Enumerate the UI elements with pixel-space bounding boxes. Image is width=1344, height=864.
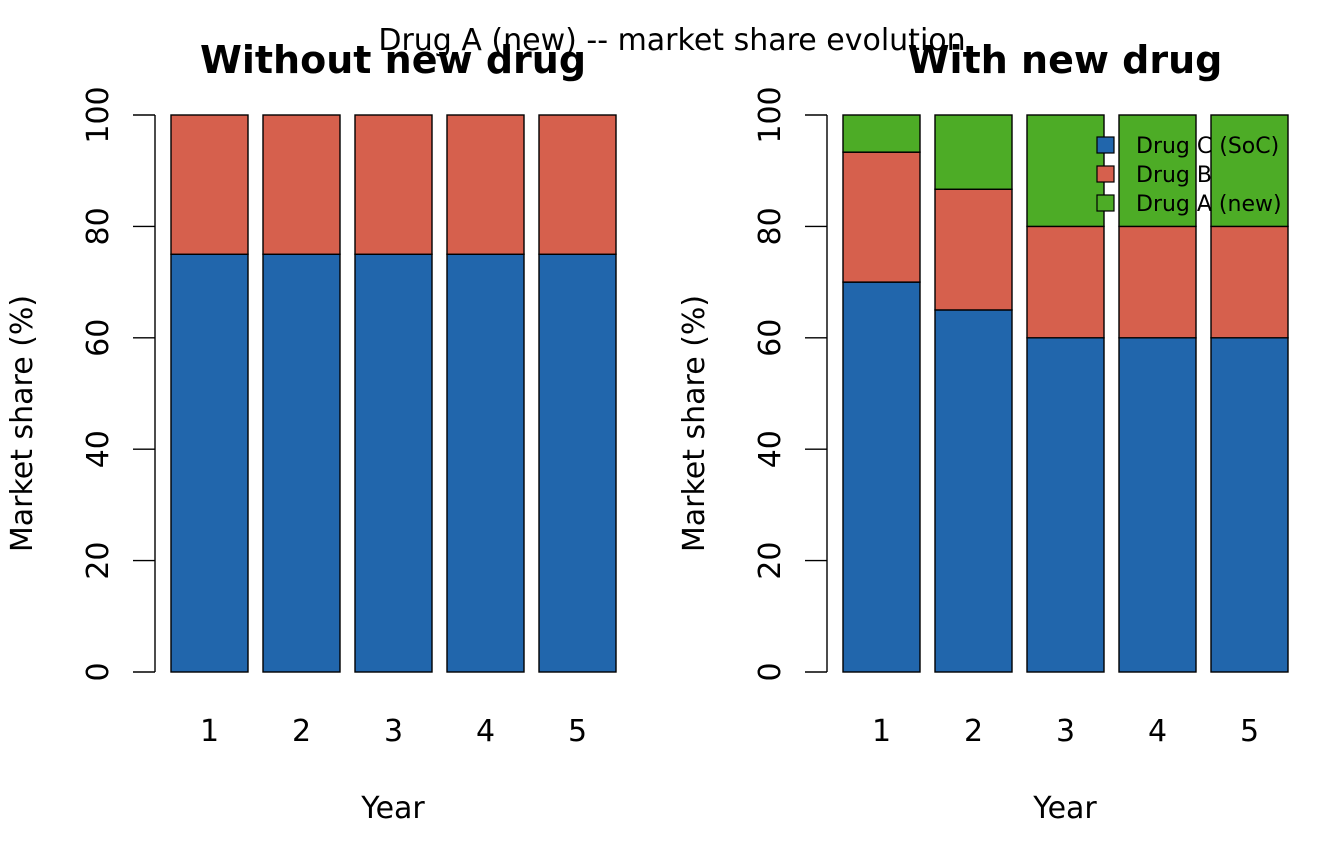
bar-drug-b-year-1 [842,151,921,283]
legend-swatch-drug-c [1096,136,1115,154]
bar-drug-b-year-3 [1026,225,1105,339]
bar-drug-a-year-4 [1118,114,1197,228]
bar-drug-b-year-5 [1210,225,1289,339]
bar-drug-c-year-5 [1210,337,1289,673]
legend-label-drug-c: Drug C (SoC) [1136,134,1279,159]
bar-drug-c-year-2 [262,253,341,673]
bar-drug-c-year-2 [934,309,1013,673]
y-axis-label: Market share (%) [5,295,40,552]
y-tick-label: 60 [81,319,116,357]
x-tick-label: 2 [964,714,983,749]
bar-drug-a-year-5 [1210,114,1289,228]
y-axis-label: Market share (%) [677,295,712,552]
bar-drug-c-year-4 [1118,337,1197,673]
y-tick-label: 40 [753,430,788,468]
bar-drug-a-year-1 [842,114,921,153]
legend-swatch-drug-b [1096,165,1115,183]
bar-drug-c-year-4 [446,253,525,673]
panel-without-new-drug: Without new drug 1 2 3 4 5 0 20 40 60 80 100 Market … [5,38,617,826]
x-tick-label: 4 [476,714,495,749]
bar-drug-b-year-4 [1118,225,1197,339]
panel-title: With new drug [908,38,1223,82]
bar-drug-b-year-1 [170,114,249,255]
legend: Drug C (SoC) Drug B Drug A (new) [1096,134,1282,217]
legend-swatch-drug-a [1096,194,1115,212]
x-axis-label: Year [360,791,425,826]
bar-drug-c-year-3 [354,253,433,673]
bar-drug-a-year-3 [1026,114,1105,228]
legend-label-drug-a: Drug A (new) [1136,192,1282,217]
y-tick-label: 80 [753,207,788,245]
x-tick-label: 3 [384,714,403,749]
bar-drug-c-year-5 [538,253,617,673]
y-tick-label: 0 [81,662,116,681]
x-tick-label: 2 [292,714,311,749]
bar-drug-b-year-5 [538,114,617,255]
bar-drug-b-year-3 [354,114,433,255]
bar-drug-b-year-4 [446,114,525,255]
legend-label-drug-b: Drug B [1136,163,1212,188]
y-tick-label: 100 [753,86,788,143]
x-axis-label: Year [1032,791,1097,826]
y-tick-label: 40 [81,430,116,468]
bar-drug-b-year-2 [934,188,1013,311]
bar-drug-c-year-3 [1026,337,1105,673]
figure-suptitle: Drug A (new) -- market share evolution [378,23,965,58]
y-tick-label: 60 [753,319,788,357]
x-tick-label: 5 [568,714,587,749]
bar-drug-a-year-2 [934,114,1013,190]
y-tick-label: 20 [81,542,116,580]
x-tick-label: 3 [1056,714,1075,749]
y-tick-label: 0 [753,662,788,681]
x-tick-label: 4 [1148,714,1167,749]
panel-title: Without new drug [200,38,586,82]
bar-drug-b-year-2 [262,114,341,255]
y-tick-label: 20 [753,542,788,580]
x-tick-label: 1 [200,714,219,749]
bar-drug-c-year-1 [842,281,921,673]
x-tick-label: 5 [1240,714,1259,749]
x-tick-label: 1 [872,714,891,749]
y-tick-label: 80 [81,207,116,245]
y-tick-label: 100 [81,86,116,143]
panel-with-new-drug: With new drug 1 2 3 4 5 0 20 40 60 80 100 Market sha… [677,38,1289,826]
bar-drug-c-year-1 [170,253,249,673]
